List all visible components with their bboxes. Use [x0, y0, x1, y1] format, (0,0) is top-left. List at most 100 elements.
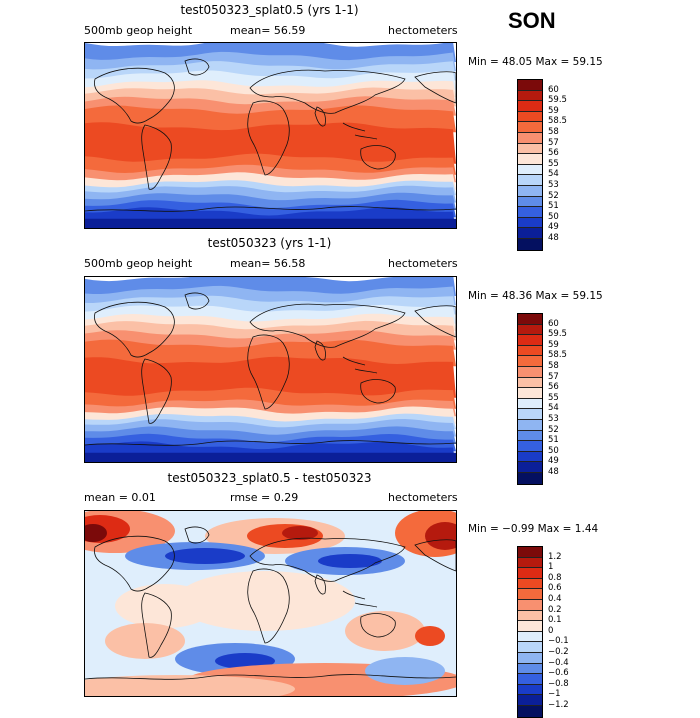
colorbar-tick-label: 55 — [548, 158, 559, 169]
colorbar-tick-label: 58 — [548, 127, 559, 137]
coastline — [249, 303, 406, 348]
coastline — [314, 574, 326, 595]
contour-blob — [85, 524, 107, 542]
colorbar-swatch — [518, 80, 542, 91]
colorbar-swatch — [518, 132, 542, 144]
season-label: SON — [508, 8, 556, 33]
colorbar-tick-label: −0.8 — [548, 678, 569, 689]
colorbar-tick-label: 51 — [548, 201, 559, 212]
coastline — [342, 356, 378, 374]
colorbar-swatch — [518, 684, 542, 696]
colorbar-tick-label: 0.6 — [548, 583, 562, 594]
colorbar-swatch — [518, 164, 542, 176]
colorbar-swatch — [518, 122, 542, 133]
coastline — [414, 539, 456, 572]
colorbar-tick-label: 53 — [548, 180, 559, 190]
colorbar-swatch — [518, 196, 542, 208]
colorbar-swatch — [518, 631, 542, 643]
contour-blob — [165, 548, 245, 564]
colorbar-swatch — [518, 335, 542, 346]
coastline — [141, 124, 172, 190]
coastline — [414, 71, 456, 104]
coastline — [141, 358, 172, 424]
colorbar-swatch — [518, 557, 542, 569]
coastline — [85, 674, 456, 680]
colorbar-tick-label: 0.8 — [548, 572, 562, 583]
panel-1-mean-label: mean= 56.59 — [230, 24, 306, 37]
colorbar-tick-label: 48 — [548, 233, 559, 243]
colorbar-tick-label: −1.2 — [548, 700, 569, 710]
panel-1-field — [85, 43, 456, 228]
contour-blob — [415, 626, 445, 646]
contour-blob — [318, 554, 382, 568]
colorbar-tick-label: 56 — [548, 382, 559, 393]
colorbar-swatch — [518, 366, 542, 378]
panel-1-colorbar — [517, 79, 543, 251]
colorbar-swatch — [518, 472, 542, 484]
colorbar-tick-label: −0.6 — [548, 668, 569, 679]
colorbar-tick-label: 59 — [548, 339, 559, 350]
coastline — [184, 526, 210, 544]
contour-band — [85, 339, 456, 367]
colorbar-swatch — [518, 101, 542, 112]
contour-blob — [215, 653, 275, 669]
colorbar-tick-label: 60 — [548, 84, 559, 95]
colorbar-tick-label: 50 — [548, 445, 559, 456]
panel-3-title: test050323_splat0.5 - test050323 — [167, 471, 372, 485]
contour-blob — [345, 611, 425, 651]
coastline — [94, 67, 175, 124]
contour-band — [85, 218, 456, 228]
colorbar-tick-label: 57 — [548, 371, 559, 382]
colorbar-tick-label: 52 — [548, 190, 559, 201]
coastline — [342, 122, 378, 140]
panel-2-colorbar — [517, 313, 543, 485]
colorbar-tick-label: −0.4 — [548, 657, 569, 668]
colorbar-tick-label: 58.5 — [548, 116, 567, 127]
coastline — [360, 379, 396, 404]
panel-1-variable-label: 500mb geop height — [84, 24, 193, 37]
panel-2-map — [84, 276, 457, 463]
colorbar-tick-label: 60 — [548, 318, 559, 329]
colorbar-swatch — [518, 398, 542, 410]
colorbar-swatch — [518, 674, 542, 685]
colorbar-tick-label: 49 — [548, 222, 559, 233]
colorbar-swatch — [518, 228, 542, 239]
coastline — [184, 58, 210, 76]
colorbar-swatch — [518, 621, 542, 632]
colorbar-swatch — [518, 314, 542, 325]
colorbar-tick-label: 53 — [548, 414, 559, 424]
colorbar-tick-label: 58 — [548, 361, 559, 371]
coastline — [247, 334, 290, 410]
colorbar-swatch — [518, 695, 542, 706]
colorbar-swatch — [518, 589, 542, 600]
colorbar-swatch — [518, 409, 542, 420]
colorbar-swatch — [518, 207, 542, 218]
colorbar-swatch — [518, 143, 542, 155]
panel-3-colorbar — [517, 546, 543, 718]
coastline — [94, 535, 175, 592]
panel-3-mean-label: mean = 0.01 — [84, 491, 156, 504]
coastline — [85, 440, 456, 446]
colorbar-swatch — [518, 451, 542, 463]
colorbar-tick-label: 0 — [548, 625, 554, 636]
panel-1-title: test050323_splat0.5 (yrs 1-1) — [180, 3, 359, 17]
panel-2-title: test050323 (yrs 1-1) — [207, 236, 332, 250]
colorbar-tick-label: 0.2 — [548, 604, 562, 615]
colorbar-tick-label: 54 — [548, 403, 559, 414]
colorbar-tick-label: 1.2 — [548, 551, 562, 562]
panel-2-field — [85, 277, 456, 462]
contour-band — [85, 122, 456, 164]
coastline — [85, 206, 456, 212]
panel-2-variable-label: 500mb geop height — [84, 257, 193, 270]
colorbar-tick-label: 0.1 — [548, 615, 562, 626]
contour-blob — [425, 522, 456, 550]
colorbar-swatch — [518, 217, 542, 229]
coastline — [414, 305, 456, 338]
colorbar-swatch — [518, 90, 542, 102]
panel-2-units-label: hectometers — [388, 257, 458, 270]
colorbar-tick-label: 58.5 — [548, 350, 567, 361]
panel-3-min-max: Min = −0.99 Max = 1.44 — [468, 523, 599, 535]
colorbar-tick-label: 56 — [548, 148, 559, 159]
colorbar-tick-label: −0.2 — [548, 647, 569, 657]
panel-3-rmse-label: rmse = 0.29 — [230, 491, 299, 504]
